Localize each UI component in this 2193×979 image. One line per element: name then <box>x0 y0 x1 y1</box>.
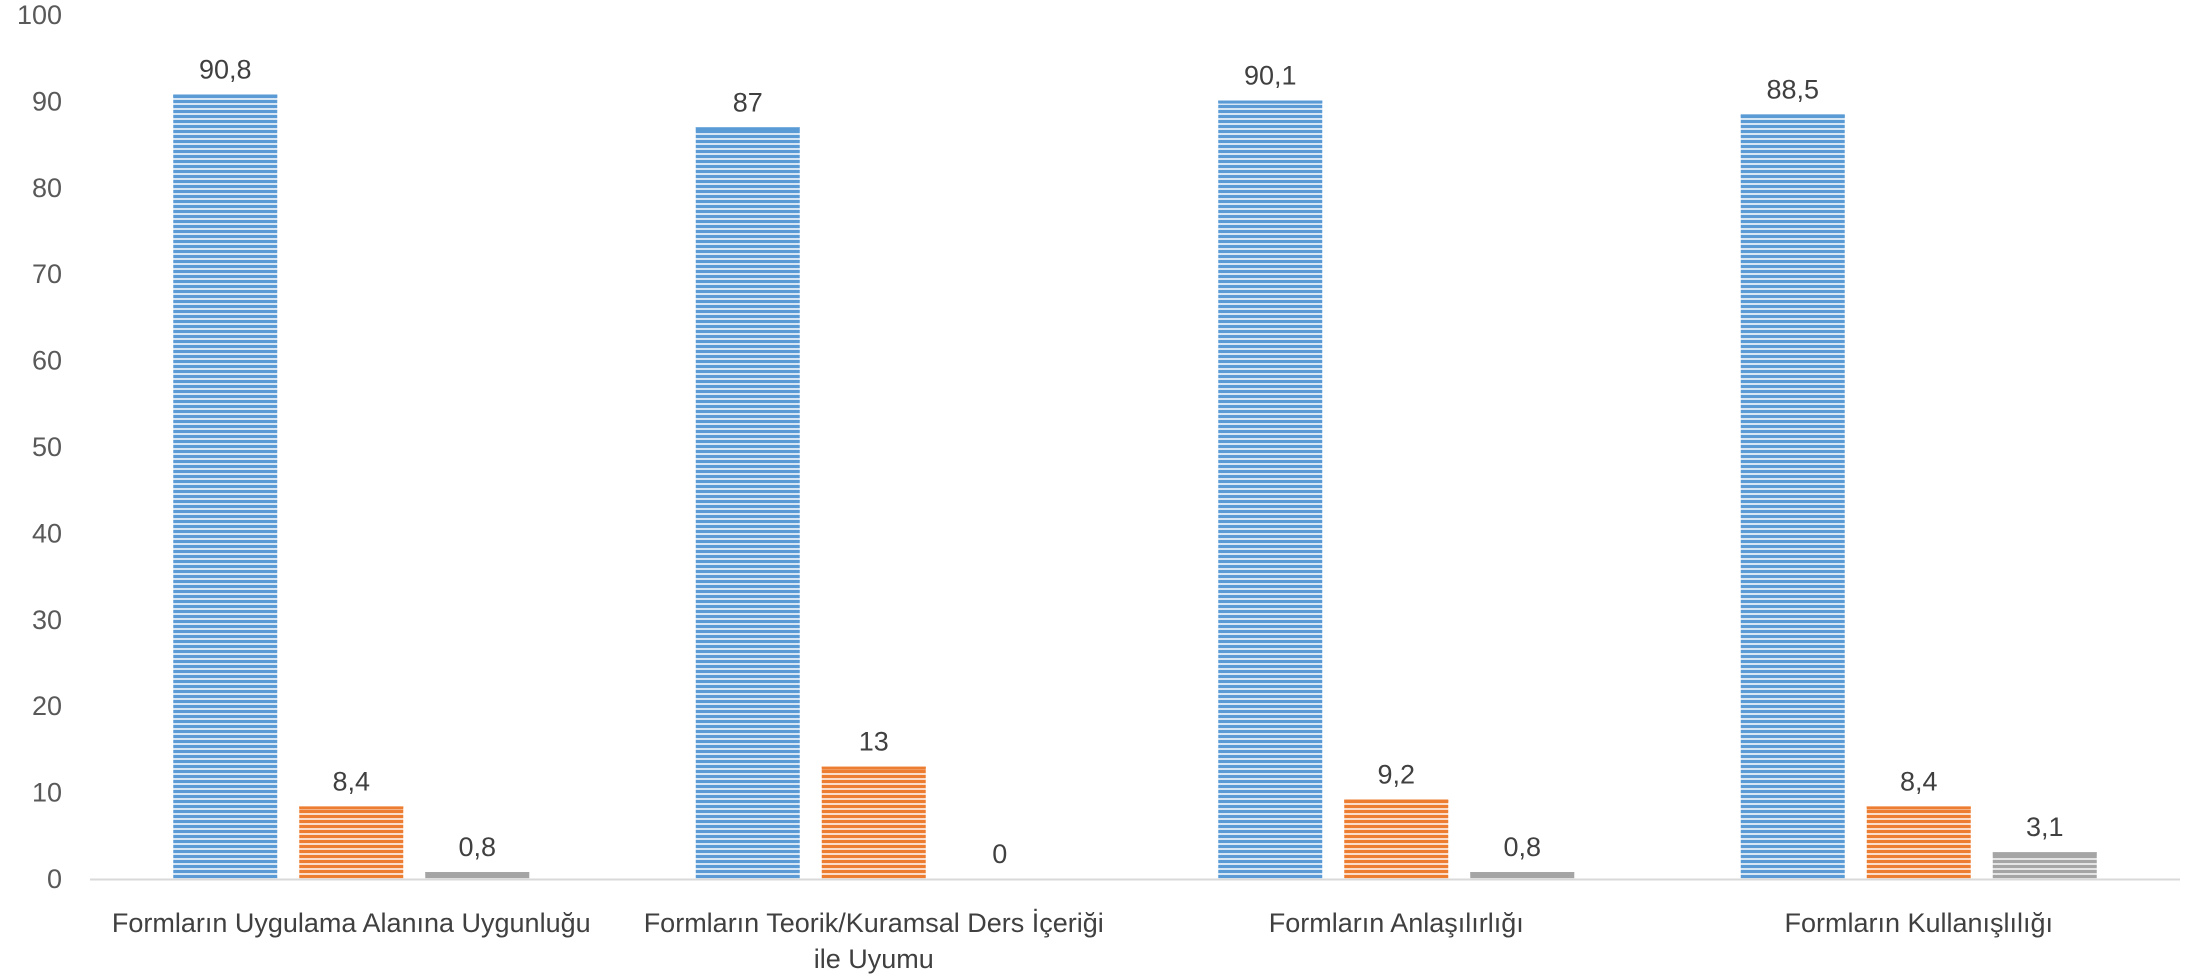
bar <box>1470 872 1575 879</box>
bar <box>1866 806 1971 879</box>
category-label: Formların Anlaşılırlığı <box>1269 908 1524 938</box>
data-label: 90,8 <box>199 54 252 84</box>
data-label: 8,4 <box>1900 766 1938 796</box>
category-label: Formların Teorik/Kuramsal Ders İçeriği il… <box>644 907 1104 974</box>
y-tick-label: 90 <box>32 86 62 116</box>
bar-top-edge <box>173 94 278 98</box>
y-tick-label: 80 <box>32 173 62 203</box>
bar-top-edge <box>1866 806 1971 810</box>
data-label: 90,1 <box>1244 61 1297 91</box>
bar <box>299 806 404 879</box>
data-label: 8,4 <box>332 766 370 796</box>
data-label: 13 <box>859 727 889 757</box>
bar <box>173 94 278 880</box>
category-label: Formların Uygulama Alanına Uygunluğu <box>112 908 591 938</box>
category-label: Formların Kullanışlılığı <box>1784 908 2053 938</box>
y-tick-label: 20 <box>32 691 62 721</box>
bar-top-edge <box>1740 114 1845 118</box>
data-label: 0,8 <box>1503 832 1541 862</box>
bar-top-edge <box>425 872 530 876</box>
bar-top-edge <box>821 766 926 770</box>
bar <box>425 872 530 879</box>
y-axis-ticks: 0 10 20 30 40 50 60 70 80 90 100 <box>17 0 62 894</box>
data-label: 0 <box>992 839 1007 869</box>
data-label: 87 <box>733 87 763 117</box>
bar-top-edge <box>1344 799 1449 803</box>
bar <box>821 766 926 879</box>
y-tick-label: 50 <box>32 432 62 462</box>
category-labels: Formların Uygulama Alanına Uygunluğu Form… <box>112 907 2053 974</box>
y-tick-label: 60 <box>32 346 62 376</box>
bar <box>1740 114 1845 880</box>
data-labels: 90,8 8,4 0,8 87 13 0 90,1 9,2 0,8 88,5 8,4 3,1 <box>199 54 2064 869</box>
y-tick-label: 10 <box>32 778 62 808</box>
bar <box>1992 852 2097 879</box>
y-tick-label: 30 <box>32 605 62 635</box>
data-label: 88,5 <box>1766 74 1819 104</box>
bar-top-edge <box>1992 852 2097 856</box>
bars <box>173 94 2097 880</box>
y-tick-label: 40 <box>32 518 62 548</box>
data-label: 9,2 <box>1377 760 1415 790</box>
bar-top-edge <box>1470 872 1575 876</box>
bar-top-edge <box>1218 100 1323 104</box>
data-label: 3,1 <box>2026 812 2064 842</box>
bar-top-edge <box>299 806 404 810</box>
bar <box>695 127 800 879</box>
bar-top-edge <box>695 127 800 131</box>
y-tick-label: 70 <box>32 259 62 289</box>
y-tick-label: 100 <box>17 0 62 30</box>
y-tick-label: 0 <box>47 864 62 894</box>
bar <box>1344 799 1449 879</box>
data-label: 0,8 <box>458 832 496 862</box>
bar <box>1218 100 1323 879</box>
